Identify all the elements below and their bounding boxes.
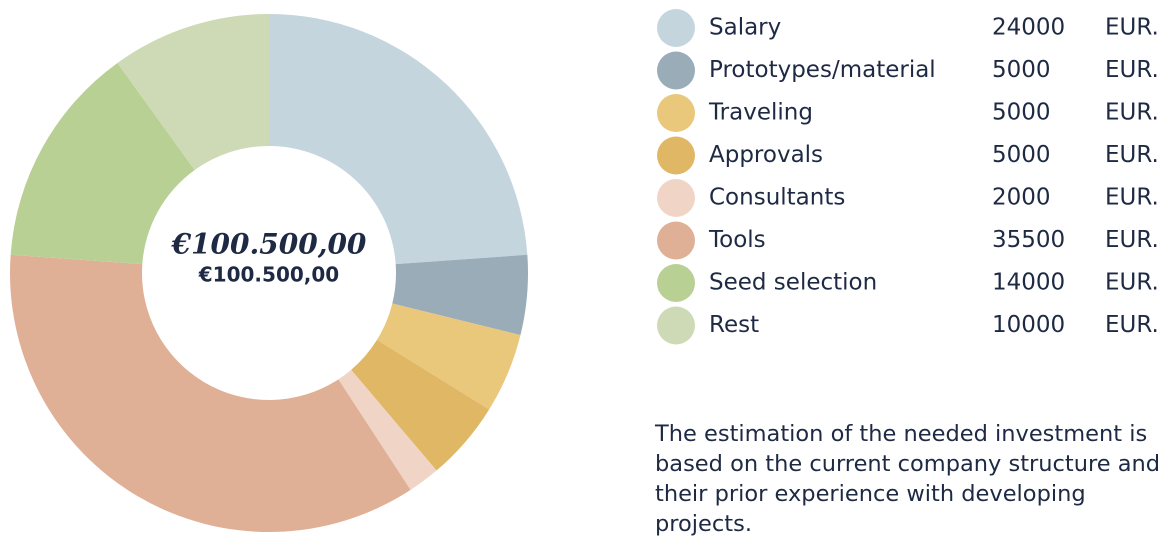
legend-label: Seed selection <box>709 270 877 296</box>
donut-slice <box>269 14 528 265</box>
legend-label: Traveling <box>708 100 813 126</box>
legend-value: 5000 <box>992 57 1051 83</box>
legend-label: Salary <box>709 15 781 41</box>
legend-unit: EUR. <box>1105 15 1159 41</box>
center-subtitle: €100.500,00 <box>198 263 339 287</box>
legend-label: Tools <box>708 227 766 253</box>
legend-unit: EUR. <box>1105 57 1159 83</box>
legend-label: Consultants <box>709 185 845 211</box>
donut-slice <box>351 339 490 471</box>
legend-unit: EUR. <box>1105 185 1159 211</box>
legend-unit: EUR. <box>1105 100 1159 126</box>
legend-label: Rest <box>709 312 759 338</box>
donut-slice <box>10 62 195 265</box>
legend-value: 35500 <box>992 227 1065 253</box>
note: The estimation of the needed investment … <box>655 421 1161 537</box>
legend-swatch <box>657 306 695 345</box>
legend-value: 5000 <box>992 142 1051 168</box>
legend-label: Approvals <box>709 142 823 168</box>
donut-slice <box>10 254 411 532</box>
legend-value: 10000 <box>992 312 1065 338</box>
legend-unit: EUR. <box>1105 142 1159 168</box>
legend-swatch <box>657 9 695 47</box>
legend-swatch <box>657 221 695 260</box>
legend-swatch <box>657 264 695 302</box>
legend-swatch <box>657 136 695 175</box>
legend-value: 5000 <box>992 100 1051 126</box>
legend-label: Prototypes/material <box>709 57 936 83</box>
center-title: €100.500,00 <box>171 228 367 261</box>
legend-unit: EUR. <box>1105 270 1159 296</box>
legend-unit: EUR. <box>1105 227 1159 253</box>
donut-slice <box>338 369 437 490</box>
legend-unit: EUR. <box>1105 312 1159 338</box>
legend-swatch <box>657 179 695 217</box>
legend-value: 24000 <box>992 15 1065 41</box>
donut-slice <box>117 14 269 171</box>
donut-slice <box>392 254 528 336</box>
legend-swatch <box>657 51 695 90</box>
legend-value: 2000 <box>992 185 1051 211</box>
legend-value: 14000 <box>992 270 1065 296</box>
legend-swatch <box>657 94 695 132</box>
donut-slice <box>376 303 521 410</box>
